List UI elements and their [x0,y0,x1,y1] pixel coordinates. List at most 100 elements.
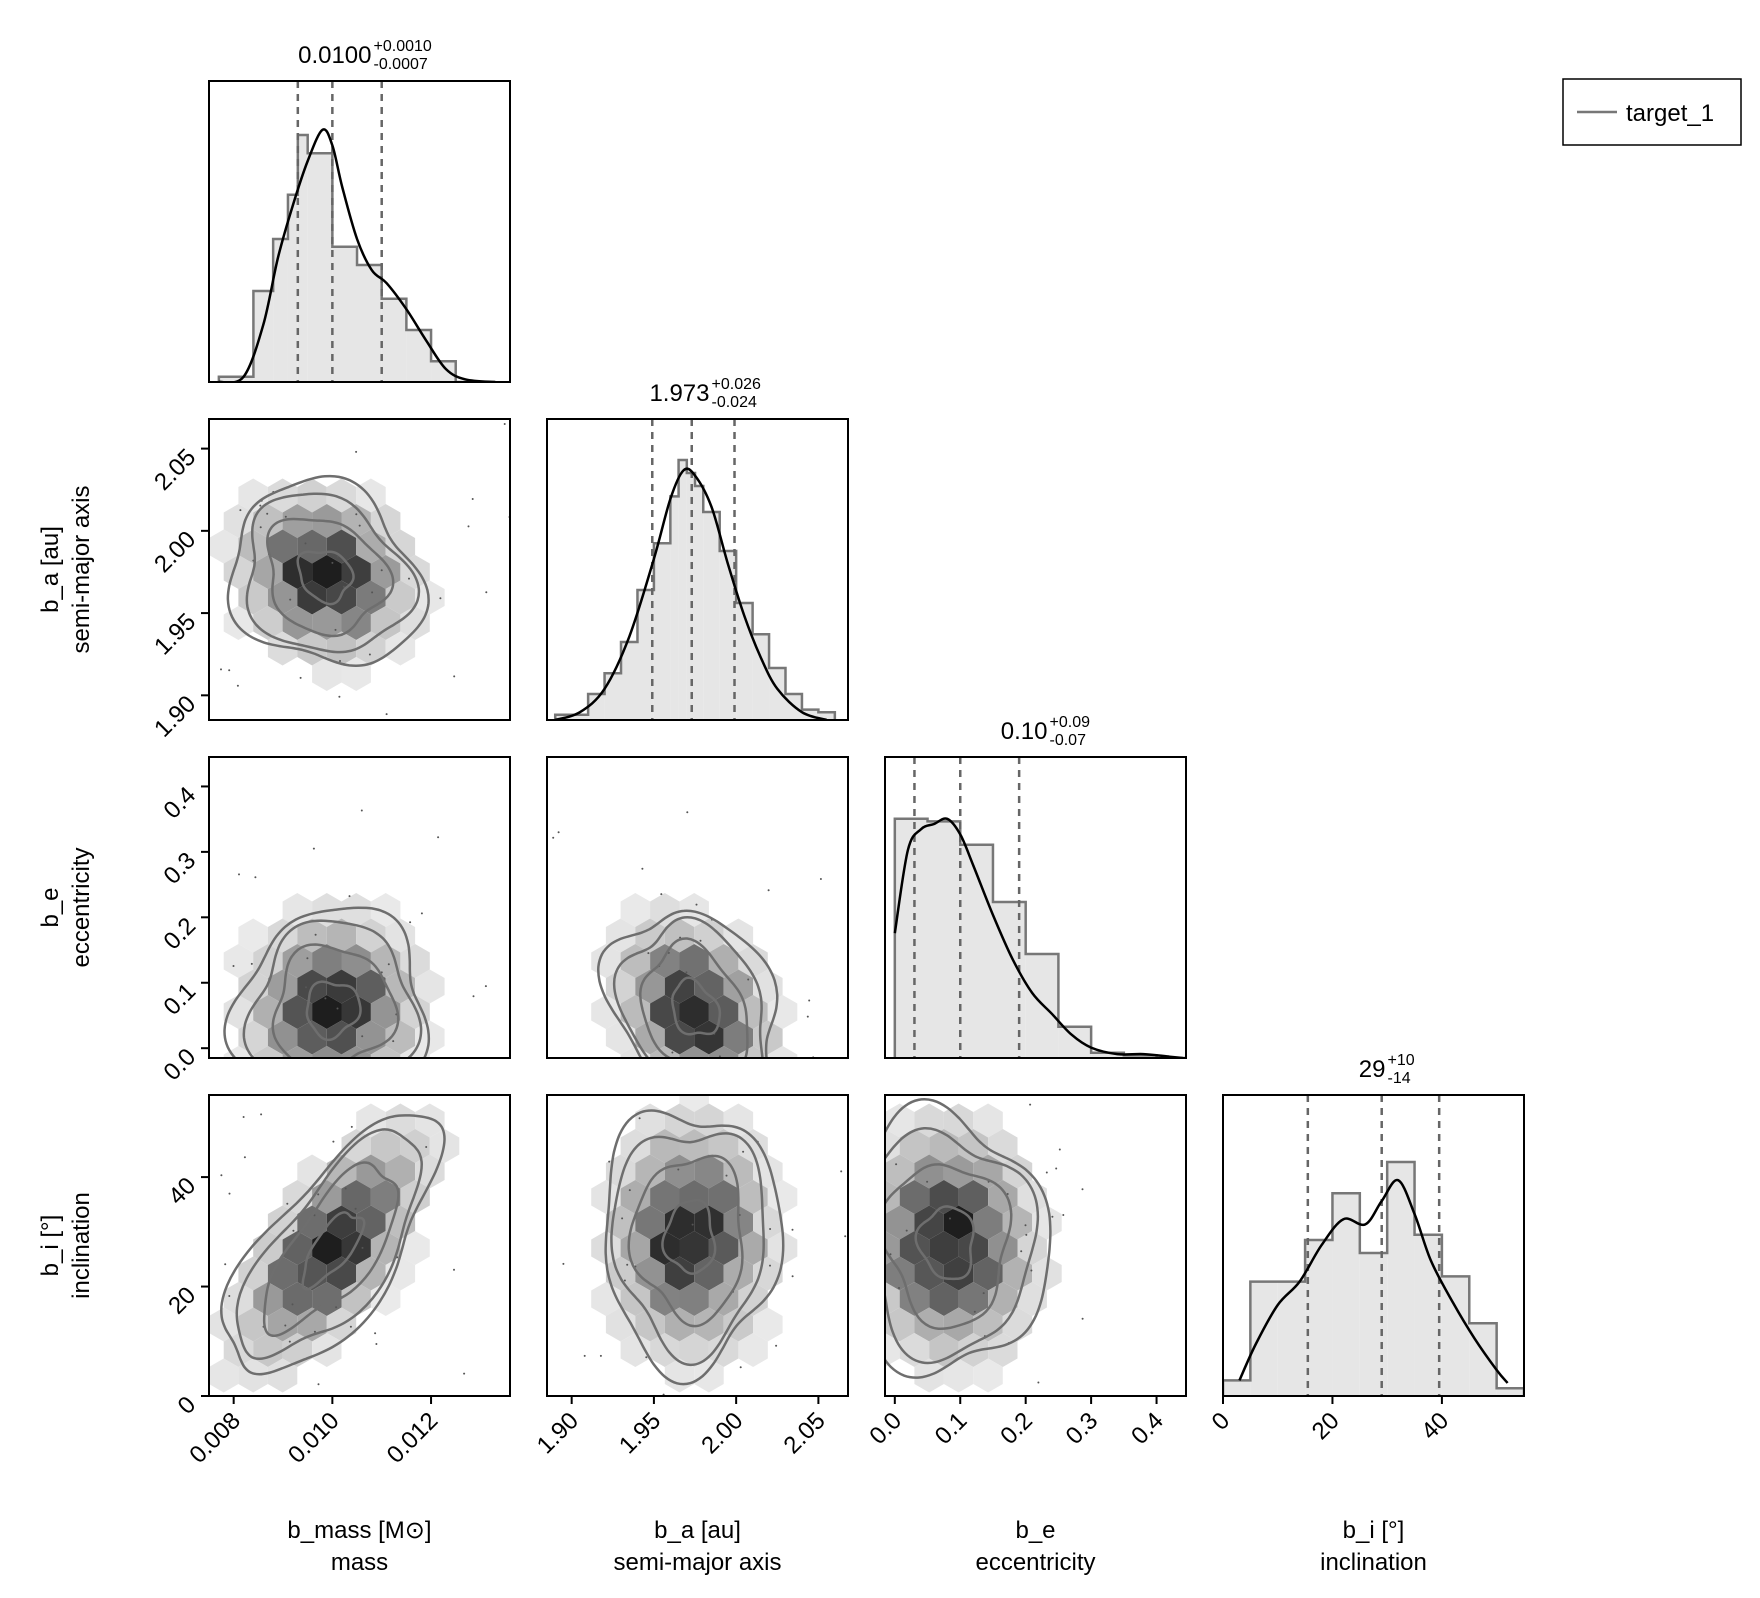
sample-point [739,1066,741,1068]
hex-cell [650,893,680,927]
sample-point [236,684,239,687]
sample-point [955,1074,957,1076]
sample-point [1030,1269,1033,1272]
hex-cell [385,1103,416,1138]
diag-panel-a: 1.973 +0.026-0.024 [546,376,849,721]
sample-point [306,957,309,960]
sample-point [284,1324,287,1327]
contour-line [235,1128,423,1361]
hex-cell [664,1256,695,1291]
hist-bar-mass [357,265,382,382]
y-tick-label: 40 [163,1172,201,1210]
hex-cell [929,1333,959,1367]
sample-point [439,597,442,600]
hex-cell [973,1103,1003,1138]
hex-cell [238,918,268,953]
hex-cell [679,1180,709,1214]
hex-cell [650,1046,680,1058]
hex-cell [914,1154,944,1189]
hist-bar-i [1469,1323,1497,1396]
x-axis-sublabel-mass: mass [331,1549,388,1576]
pair-panel-mass-i [208,1094,511,1397]
x-tick-label: 40 [1416,1407,1454,1445]
hex-cell [297,1205,327,1240]
sample-point [305,986,307,989]
sample-point [375,1343,378,1345]
sample-point [192,1051,194,1053]
diag-panel-e: 0.10 +0.09-0.07 [884,714,1187,1059]
hex-cell [312,606,342,640]
sample-point [484,985,487,988]
hex-cell [723,1256,754,1291]
hist-bar-a [719,551,737,720]
sample-point [1051,1215,1054,1218]
sample-point [655,1467,657,1469]
sample-point [387,963,390,966]
hex-cell [400,944,430,978]
sample-point [742,1150,745,1153]
x-tick-label: 1.90 [532,1407,584,1459]
diag-frame-a [546,418,849,721]
sample-point [301,1273,303,1276]
sample-point [298,1019,301,1022]
hex-cell [341,1046,371,1058]
sample-point [350,1125,353,1128]
y-tick-label: 1.95 [149,608,201,660]
sample-point [540,880,542,882]
hex-cell [929,1282,959,1316]
hex-cell [899,1231,930,1265]
hex-cell [370,1129,401,1163]
sample-point [332,1140,335,1143]
sample-point [819,878,822,880]
hex-cell [253,1282,283,1316]
y-axis-a: 1.90 1.95 2.00 2.05 b_a [au] semi-major axis [37,444,209,743]
hex-cell [282,1231,313,1265]
sample-point [220,668,222,671]
sample-point [560,513,562,515]
hist-bar-mass [381,298,407,382]
y-tick-label: 0.3 [159,847,202,890]
hex-cell [650,1231,680,1265]
hex-cell [238,478,268,513]
hex-cell [885,1103,915,1138]
hex-cell [885,1282,900,1316]
hex-cell [856,1206,885,1240]
y-axis-i: 0 20 40 b_i [°] inclination [37,1172,209,1420]
hex-cell [899,1129,930,1163]
sample-point [840,1170,843,1173]
hex-cell [679,1046,709,1058]
hex-cell [297,529,327,564]
sample-point [220,1174,223,1177]
hex-cell [738,1333,768,1367]
hist-bar-a [736,603,753,720]
sample-point [691,1223,694,1226]
hex-cell [253,995,283,1029]
hex-cell [282,944,313,978]
sample-point [685,971,688,974]
sample-point [409,921,412,924]
hist-bar-i [1441,1276,1470,1396]
sample-point [472,995,475,998]
hex-cell [679,1231,709,1265]
contour-line [639,937,749,1058]
sample-point [949,1217,951,1220]
summary-i: 29 [1359,1056,1386,1083]
sample-point [250,962,253,965]
sample-point [324,997,327,1000]
sample-point [718,1055,721,1058]
y-tick-label: 20 [163,1282,201,1320]
hex-cell [899,1333,930,1367]
sample-point [286,1202,289,1205]
sample-point [671,1051,674,1054]
hex-cell [620,1333,651,1367]
hex-cell [282,1282,313,1316]
hex-cell [929,1180,959,1214]
hex-cell [267,918,298,953]
sample-point [806,1162,808,1164]
legend: target_1 [1562,78,1742,146]
sample-point [118,892,120,894]
hex-cell [253,555,283,589]
hex-cell [929,1231,959,1265]
sample-point [496,956,498,958]
contour-line [242,919,423,1058]
